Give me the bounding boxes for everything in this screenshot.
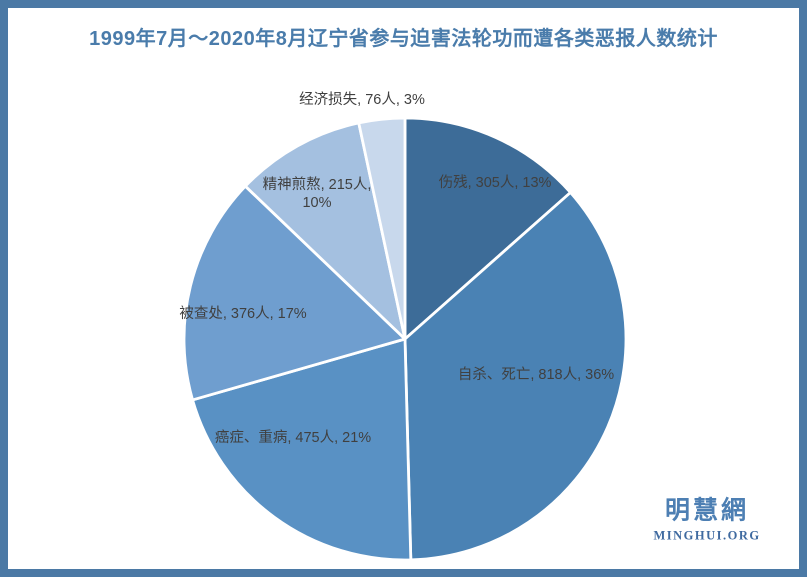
pie-slice-cancer-serious-illness	[191, 337, 413, 562]
pie-slice-economic-loss	[357, 116, 407, 341]
slice-label-mental-torment: 精神煎熬, 215人, 10%	[262, 176, 372, 211]
pie-slice-injured	[403, 116, 572, 341]
slice-label-cancer-serious-illness: 癌症、重病, 475人, 21%	[214, 429, 372, 446]
chart-title: 1999年7月～2020年8月辽宁省参与迫害法轮功而遭各类恶报人数统计	[89, 28, 718, 50]
pie-slice-mental-torment	[243, 121, 407, 341]
slice-label-suicide-death: 自杀、死亡, 818人, 36%	[457, 366, 615, 383]
pie-slice-investigated	[182, 184, 407, 402]
pie-chart	[182, 116, 628, 562]
slice-label-injured: 伤残, 305人, 13%	[438, 174, 552, 191]
slice-label-economic-loss: 经济损失, 76人, 3%	[299, 91, 425, 108]
minghui-logo-english: MINGHUI.ORG	[653, 528, 761, 543]
pie-slice-suicide-death	[403, 191, 628, 562]
slice-label-investigated: 被查处, 376人, 17%	[179, 305, 307, 322]
minghui-logo-chinese: 明慧網	[664, 496, 749, 525]
minghui-logo: 明慧網 MINGHUI.ORG	[653, 498, 760, 542]
